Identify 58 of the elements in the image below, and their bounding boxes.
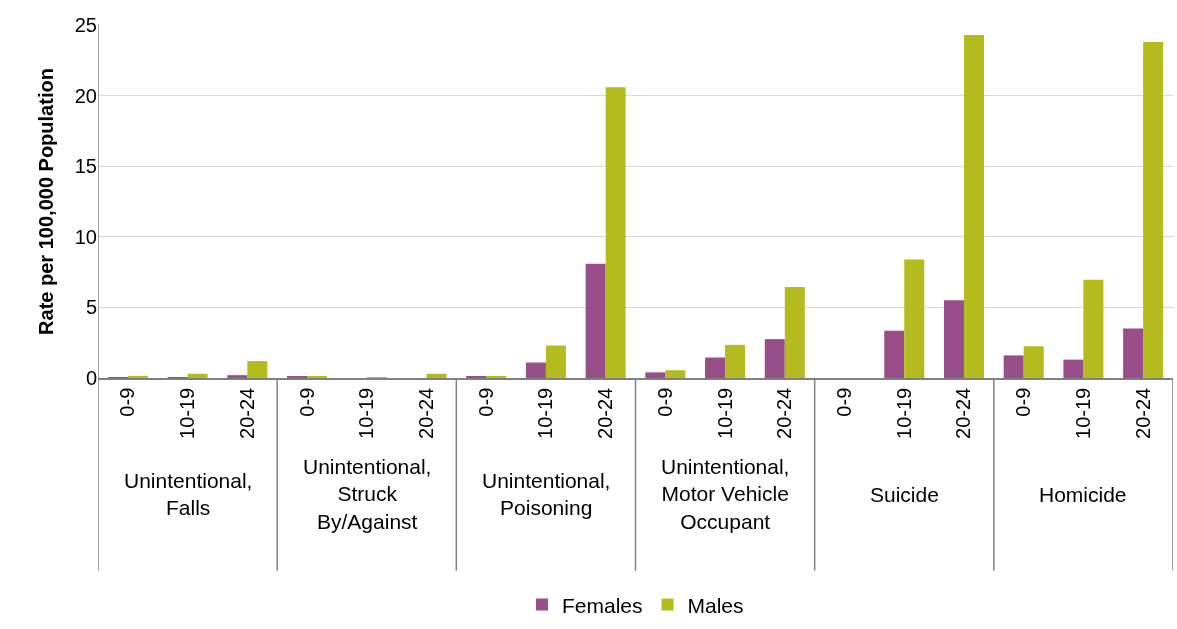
y-axis-title: Rate per 100,000 Population: [35, 68, 58, 335]
text: Unintentional, Falls: [124, 469, 253, 520]
legend-label: Females: [562, 593, 643, 617]
bar: [1063, 359, 1084, 378]
bar: [904, 259, 925, 378]
bar: [645, 372, 666, 378]
x-tick-label: 20-24: [235, 387, 258, 439]
bar: [705, 357, 726, 378]
bar: [187, 373, 208, 378]
x-tick-label: 10-19: [892, 387, 915, 439]
x-tick-label: 10-19: [355, 387, 378, 439]
text: Suicide: [870, 483, 939, 506]
text: Unintentional, Struck By/Against: [303, 455, 432, 533]
x-tick-label: 10-19: [1071, 387, 1094, 439]
x-tick-label: 20-24: [594, 387, 617, 439]
y-tick-label: 0: [85, 367, 97, 389]
bar: [884, 330, 905, 378]
bar: [665, 370, 686, 378]
bar: [943, 300, 964, 378]
bar: [247, 361, 268, 378]
x-tick-label: 0-9: [653, 387, 676, 417]
bar: [585, 263, 606, 378]
x-tick-label: 10-19: [534, 387, 557, 439]
bar: [1083, 279, 1104, 378]
bar: [1123, 328, 1144, 378]
x-tick-label: 10-19: [176, 387, 199, 439]
bar: [725, 344, 746, 378]
text: Unintentional, Motor Vehicle Occupant: [661, 455, 790, 533]
bar: [227, 375, 248, 378]
legend-label: Males: [687, 593, 744, 617]
text: Homicide: [1039, 483, 1127, 506]
bar: [127, 375, 148, 378]
x-tick-label: 0-9: [1012, 387, 1035, 417]
x-tick-label: 20-24: [773, 387, 796, 439]
x-tick-label: 0-9: [116, 387, 139, 417]
y-tick-label: 5: [85, 296, 97, 319]
x-tick-label: 0-9: [474, 387, 497, 417]
y-tick-label: 10: [74, 225, 97, 248]
text: Unintentional, Poisoning: [482, 469, 611, 520]
bar: [525, 362, 546, 378]
bar: [1003, 355, 1024, 378]
x-tick-label: 20-24: [1131, 387, 1154, 439]
bar: [764, 339, 785, 378]
bar: [426, 373, 447, 378]
x-tick-label: 0-9: [833, 387, 856, 417]
y-tick-label: 15: [74, 155, 97, 178]
bar: [545, 345, 566, 378]
bar: [605, 87, 626, 378]
bar: [784, 286, 805, 378]
y-tick-label: 20: [74, 84, 97, 107]
x-tick-label: 20-24: [952, 387, 975, 439]
bar: [963, 34, 984, 378]
x-tick-label: 0-9: [295, 387, 318, 417]
y-tick-label: 25: [74, 14, 97, 36]
bar: [1023, 346, 1044, 378]
x-tick-label: 10-19: [713, 387, 736, 439]
x-tick-label: 20-24: [414, 387, 437, 439]
bar: [1143, 41, 1164, 378]
